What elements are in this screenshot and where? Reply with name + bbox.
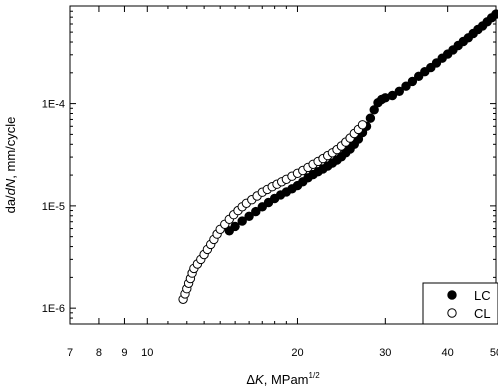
legend-label-cl: CL [474, 306, 491, 321]
y-axis-label: da/dN, mm/cycle [3, 117, 18, 214]
x-tick-label: 30 [379, 347, 391, 359]
legend-label-lc: LC [474, 288, 491, 303]
x-tick-label: 20 [291, 347, 303, 359]
data-point-lc [251, 206, 261, 217]
x-tick-label: 9 [121, 347, 127, 359]
y-tick-label: 1E-5 [42, 201, 65, 213]
x-tick-label: 40 [442, 347, 454, 359]
legend-marker-cl [447, 308, 457, 318]
data-point-lc [365, 113, 376, 123]
x-tick-label: 50 [490, 347, 498, 359]
data-point-lc [394, 86, 404, 97]
legend-marker-lc [447, 290, 457, 300]
data-point-lc [230, 221, 240, 232]
y-tick-label: 1E-6 [42, 303, 65, 315]
series-cl [178, 120, 368, 304]
y-axis-ticks: 1E-6 1E-5 1E-4 [42, 10, 496, 325]
data-point-lc [387, 90, 398, 101]
data-point-cl [357, 120, 368, 130]
data-point-lc [414, 71, 424, 82]
x-tick-label: 7 [67, 347, 73, 359]
x-tick-label: 10 [141, 347, 153, 359]
x-tick-label: 8 [96, 347, 102, 359]
data-point-lc [401, 81, 411, 91]
legend: LC CL [422, 282, 498, 325]
data-point-lc [407, 76, 418, 87]
data-point-lc [369, 105, 379, 115]
series-layer [178, 9, 498, 304]
series-lc [224, 9, 498, 236]
x-axis-ticks: 7 8 9 10 20 30 40 50 [67, 6, 498, 359]
data-point-lc [491, 9, 498, 19]
data-point-lc [244, 211, 254, 222]
plot-frame [69, 5, 497, 325]
y-tick-label: 1E-4 [42, 99, 65, 111]
legend-box [422, 282, 498, 325]
data-point-lc [237, 216, 247, 226]
x-axis-label: ΔK, MPam1/2 [246, 371, 320, 387]
